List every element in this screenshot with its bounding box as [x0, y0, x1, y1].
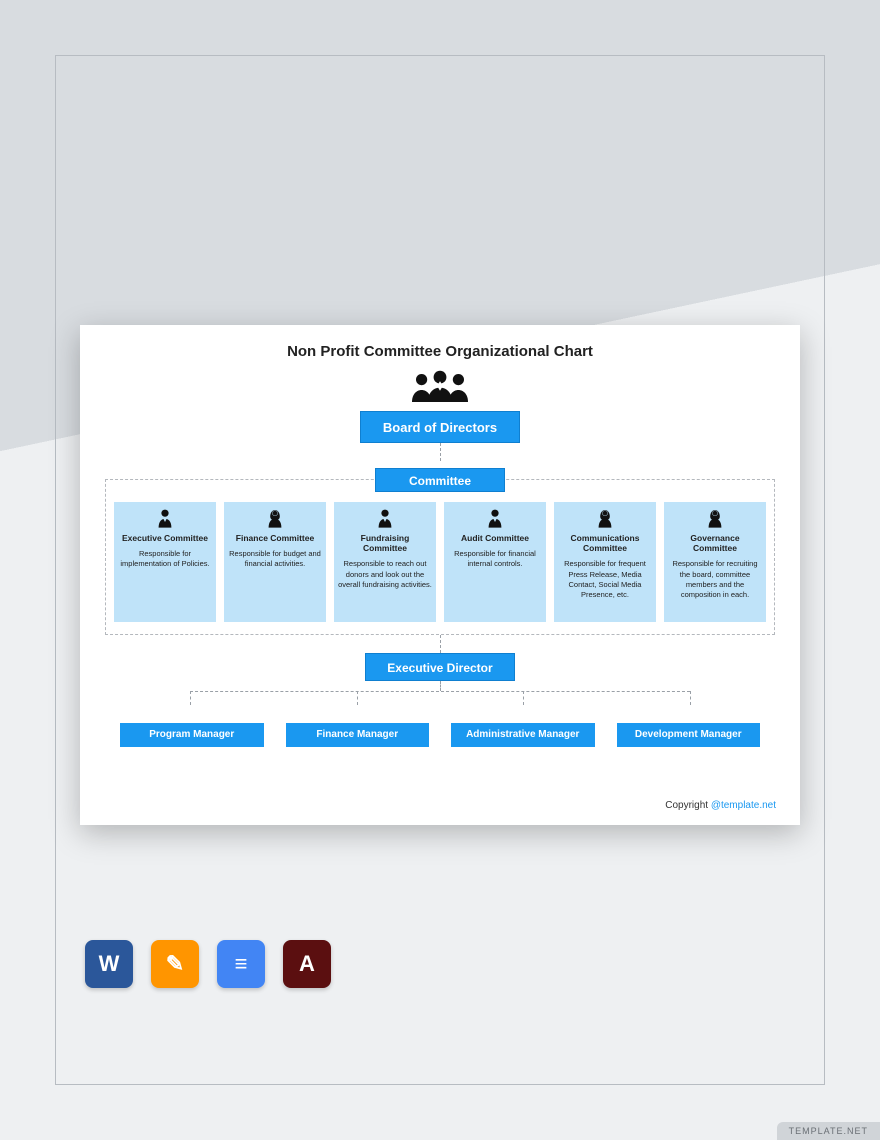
person-icon — [228, 508, 322, 530]
committees-container: Committee Executive CommitteeResponsible… — [105, 479, 775, 635]
committee-desc: Responsible for budget and financial act… — [228, 549, 322, 569]
committee-desc: Responsible for financial internal contr… — [448, 549, 542, 569]
committee-title: Audit Committee — [448, 533, 542, 543]
chart-title: Non Profit Committee Organizational Char… — [80, 325, 800, 360]
pages-icon[interactable]: ✎ — [151, 940, 199, 988]
copyright: Copyright @template.net — [665, 800, 776, 811]
google-docs-icon[interactable]: ≡ — [217, 940, 265, 988]
person-icon — [668, 508, 762, 530]
person-icon — [118, 508, 212, 530]
manager-box: Administrative Manager — [451, 723, 595, 747]
manager-box: Program Manager — [120, 723, 264, 747]
connector — [440, 443, 441, 461]
committee-title: Executive Committee — [118, 533, 212, 543]
committee-title: Governance Committee — [668, 533, 762, 553]
manager-box: Development Manager — [617, 723, 761, 747]
committee-box: Committee — [375, 468, 505, 492]
copyright-link[interactable]: @template.net — [711, 800, 776, 811]
connector — [440, 635, 441, 653]
board-group-icon — [80, 370, 800, 407]
person-icon — [338, 508, 432, 530]
pdf-icon[interactable]: A — [283, 940, 331, 988]
connector — [440, 681, 441, 691]
committee-title: Communications Committee — [558, 533, 652, 553]
executive-director-box: Executive Director — [365, 653, 515, 681]
committee-desc: Responsible for implementation of Polici… — [118, 549, 212, 569]
person-icon — [558, 508, 652, 530]
managers-row: Program Manager Finance Manager Administra… — [120, 723, 760, 747]
committee-card: Finance Committee Responsible for budget … — [224, 502, 326, 622]
board-of-directors-box: Board of Directors — [360, 411, 520, 443]
committee-card: Executive Committee Responsible for imple… — [114, 502, 216, 622]
committee-card: Communications Committee Responsible for … — [554, 502, 656, 622]
managers-connector — [120, 691, 760, 705]
committee-desc: Responsible for frequent Press Release, … — [558, 559, 652, 600]
committee-title: Finance Committee — [228, 533, 322, 543]
format-icons-row: W ✎ ≡ A — [85, 940, 331, 988]
person-icon — [448, 508, 542, 530]
copyright-prefix: Copyright — [665, 800, 711, 811]
committee-desc: Responsible for recruiting the board, co… — [668, 559, 762, 600]
committee-card: Governance Committee Responsible for recr… — [664, 502, 766, 622]
watermark: TEMPLATE.NET — [777, 1122, 880, 1140]
committee-title: Fundraising Committee — [338, 533, 432, 553]
committee-card: Fundraising Committee Responsible to reac… — [334, 502, 436, 622]
manager-box: Finance Manager — [286, 723, 430, 747]
word-icon[interactable]: W — [85, 940, 133, 988]
org-chart-card: Non Profit Committee Organizational Char… — [80, 325, 800, 825]
committee-desc: Responsible to reach out donors and look… — [338, 559, 432, 589]
committee-card: Audit Committee Responsible for financial… — [444, 502, 546, 622]
